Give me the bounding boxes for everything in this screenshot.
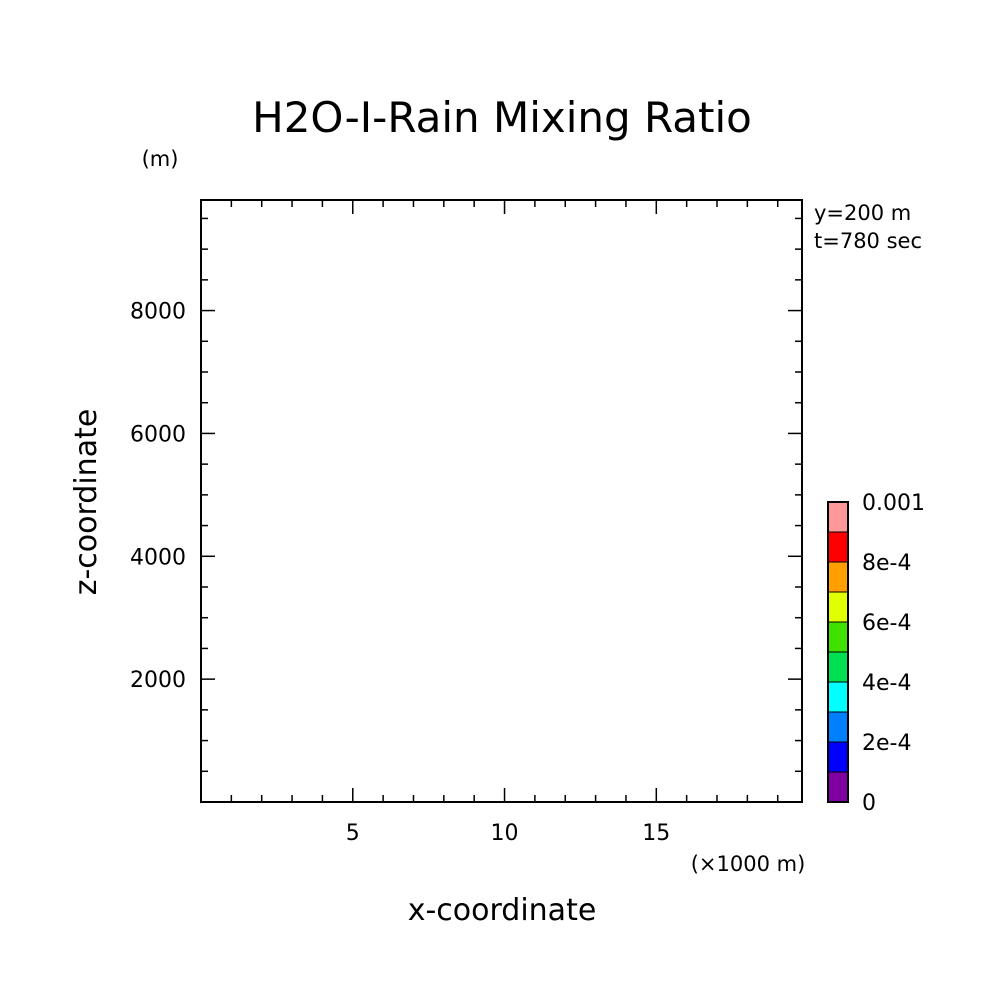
y-tick-label: 6000 [130, 422, 186, 447]
annotation-time: t=780 sec [814, 229, 922, 253]
colorbar-tick-label: 4e-4 [862, 671, 911, 696]
colorbar-segment [827, 561, 849, 593]
colorbar-segment [827, 651, 849, 683]
colorbar-segment [827, 531, 849, 563]
y-tick-label: 4000 [130, 545, 186, 570]
colorbar-tick-label: 0.001 [862, 491, 925, 516]
annotation-y-position: y=200 m [814, 201, 911, 225]
colorbar-segment [827, 591, 849, 623]
y-tick-label: 8000 [130, 300, 186, 325]
x-axis-label: x-coordinate [408, 893, 597, 928]
colorbar: 0 2e-4 4e-4 6e-4 8e-4 0.001 [827, 491, 925, 816]
colorbar-tick-label: 2e-4 [862, 731, 911, 756]
y-axis-unit: (m) [142, 147, 179, 171]
colorbar-segment [827, 621, 849, 653]
colorbar-tick-label: 8e-4 [862, 551, 911, 576]
colorbar-segment [827, 681, 849, 713]
colorbar-segment [827, 711, 849, 743]
x-tick-label: 5 [346, 821, 360, 846]
y-axis-label: z-coordinate [69, 409, 104, 596]
colorbar-segment [827, 771, 849, 803]
x-axis-unit: (×1000 m) [691, 852, 806, 876]
colorbar-tick-label: 6e-4 [862, 611, 911, 636]
x-tick-label: 10 [491, 821, 519, 846]
colorbar-segment [827, 741, 849, 773]
chart-title: H2O-I-Rain Mixing Ratio [252, 93, 752, 142]
y-tick-label: 2000 [130, 668, 186, 693]
colorbar-frame [827, 501, 849, 803]
plot-frame [200, 199, 803, 803]
colorbar-tick-label: 0 [862, 791, 876, 816]
colorbar-segment [827, 501, 849, 533]
x-tick-label: 15 [642, 821, 670, 846]
axis-ticks: 5 10 15 2000 4000 6000 8000 [130, 200, 802, 846]
